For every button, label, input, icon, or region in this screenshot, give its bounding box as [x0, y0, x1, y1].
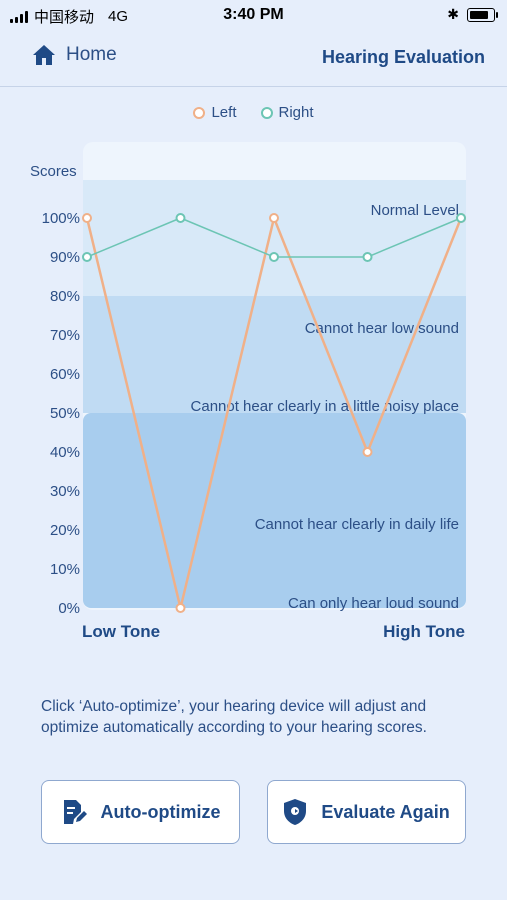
chart-legend: Left Right	[0, 104, 507, 121]
data-point-left	[269, 213, 279, 223]
data-point-right	[269, 252, 279, 262]
auto-optimize-button[interactable]: Auto-optimize	[41, 780, 240, 844]
auto-optimize-label: Auto-optimize	[100, 801, 221, 822]
band-label-4: Can only hear loud sound	[288, 595, 459, 612]
legend-item-right: Right	[260, 104, 314, 121]
legend-item-left: Left	[193, 104, 237, 121]
band-label-1: Cannot hear low sound	[305, 320, 459, 337]
shield-icon	[284, 799, 307, 825]
y-tick-label: 20%	[50, 522, 80, 539]
data-point-right	[175, 213, 186, 223]
home-button[interactable]: Home	[32, 44, 117, 66]
page-title: Hearing Evaluation	[321, 47, 485, 67]
battery-icon	[467, 7, 498, 22]
y-tick-label: 50%	[50, 405, 80, 422]
legend-marker-right	[260, 106, 273, 119]
y-tick-label: 70%	[50, 327, 80, 344]
legend-label-right: Right	[278, 104, 314, 121]
evaluate-again-button[interactable]: Evaluate Again	[267, 780, 466, 844]
y-axis-title: Scores	[30, 163, 77, 180]
band-0	[83, 180, 466, 296]
evaluate-again-label: Evaluate Again	[321, 801, 450, 822]
y-tick-label: 100%	[42, 210, 80, 227]
network-label: 4G	[108, 8, 129, 25]
band-3	[83, 413, 466, 608]
data-point-left	[82, 213, 92, 223]
band-label-0: Normal Level	[371, 202, 459, 219]
data-point-right	[362, 252, 373, 262]
legend-marker-left	[193, 106, 206, 119]
data-point-right	[456, 213, 466, 223]
data-point-left	[175, 603, 186, 613]
high-tone-label: High Tone	[383, 622, 465, 641]
band-label-2: Cannot hear clearly in a little noisy pl…	[191, 398, 459, 415]
hearing-chart: Normal Level Cannot hear low sound Cannot …	[30, 142, 466, 617]
data-point-right	[82, 252, 92, 262]
y-tick-label: 30%	[50, 483, 80, 500]
auto-optimize-icon	[63, 800, 87, 824]
y-tick-label: 80%	[50, 288, 80, 305]
low-tone-label: Low Tone	[82, 622, 161, 641]
home-label: Home	[66, 44, 117, 65]
bluetooth-icon: ✱	[447, 6, 459, 22]
band-1	[83, 296, 466, 413]
band-label-3: Cannot hear clearly in daily life	[255, 516, 459, 533]
signal-icon	[10, 10, 28, 23]
y-tick-label: 90%	[50, 249, 80, 266]
data-point-left	[362, 447, 373, 457]
nav-bar: Home Hearing Evaluation	[0, 30, 507, 87]
home-icon	[33, 45, 55, 65]
legend-label-left: Left	[211, 104, 237, 121]
y-tick-label: 60%	[50, 366, 80, 383]
carrier-label: 中国移动	[34, 9, 95, 26]
y-tick-label: 0%	[58, 600, 80, 617]
y-tick-label: 10%	[50, 561, 80, 578]
y-tick-label: 40%	[50, 444, 80, 461]
status-time: 3:40 PM	[223, 6, 284, 23]
optimize-description: Click ‘Auto-optimize’, your hearing devi…	[41, 698, 427, 736]
status-bar: 中国移动 4G 3:40 PM ✱	[0, 0, 507, 30]
